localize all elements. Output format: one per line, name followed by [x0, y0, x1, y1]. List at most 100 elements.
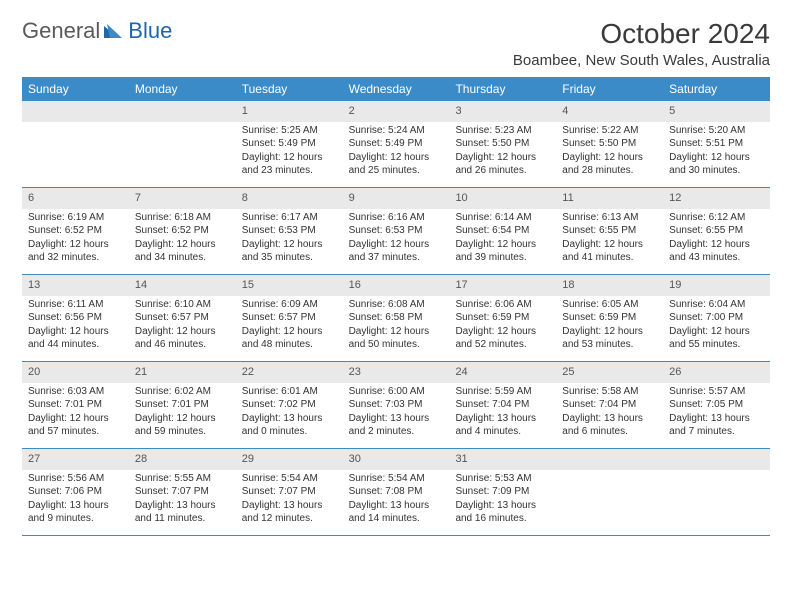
dow-cell: Sunday [22, 77, 129, 101]
day-cell: 5Sunrise: 5:20 AMSunset: 5:51 PMDaylight… [663, 101, 770, 187]
day-body: Sunrise: 6:05 AMSunset: 6:59 PMDaylight:… [556, 296, 663, 358]
sunrise-line: Sunrise: 5:54 AM [242, 472, 337, 486]
day-body: Sunrise: 6:08 AMSunset: 6:58 PMDaylight:… [343, 296, 450, 358]
day-number: 28 [129, 449, 236, 470]
day-number: 14 [129, 275, 236, 296]
daylight-line: Daylight: 12 hours and 39 minutes. [455, 238, 550, 265]
day-number: 12 [663, 188, 770, 209]
day-body: Sunrise: 6:17 AMSunset: 6:53 PMDaylight:… [236, 209, 343, 271]
day-body: Sunrise: 5:20 AMSunset: 5:51 PMDaylight:… [663, 122, 770, 184]
day-cell: 31Sunrise: 5:53 AMSunset: 7:09 PMDayligh… [449, 449, 556, 535]
week-row: 20Sunrise: 6:03 AMSunset: 7:01 PMDayligh… [22, 362, 770, 449]
day-number: 16 [343, 275, 450, 296]
sunrise-line: Sunrise: 5:56 AM [28, 472, 123, 486]
day-number [663, 449, 770, 470]
sunrise-line: Sunrise: 5:20 AM [669, 124, 764, 138]
day-body: Sunrise: 6:00 AMSunset: 7:03 PMDaylight:… [343, 383, 450, 445]
sunset-line: Sunset: 6:55 PM [669, 224, 764, 238]
dow-cell: Friday [556, 77, 663, 101]
day-cell: 22Sunrise: 6:01 AMSunset: 7:02 PMDayligh… [236, 362, 343, 448]
day-cell: 23Sunrise: 6:00 AMSunset: 7:03 PMDayligh… [343, 362, 450, 448]
daylight-line: Daylight: 13 hours and 16 minutes. [455, 499, 550, 526]
day-number: 26 [663, 362, 770, 383]
day-cell: 18Sunrise: 6:05 AMSunset: 6:59 PMDayligh… [556, 275, 663, 361]
daylight-line: Daylight: 13 hours and 7 minutes. [669, 412, 764, 439]
daylight-line: Daylight: 12 hours and 34 minutes. [135, 238, 230, 265]
day-body: Sunrise: 6:03 AMSunset: 7:01 PMDaylight:… [22, 383, 129, 445]
day-number [22, 101, 129, 122]
sunset-line: Sunset: 7:04 PM [455, 398, 550, 412]
sunrise-line: Sunrise: 6:03 AM [28, 385, 123, 399]
sunset-line: Sunset: 6:53 PM [349, 224, 444, 238]
day-body: Sunrise: 6:10 AMSunset: 6:57 PMDaylight:… [129, 296, 236, 358]
sunset-line: Sunset: 6:59 PM [562, 311, 657, 325]
sunset-line: Sunset: 7:06 PM [28, 485, 123, 499]
day-body: Sunrise: 6:09 AMSunset: 6:57 PMDaylight:… [236, 296, 343, 358]
sunset-line: Sunset: 6:56 PM [28, 311, 123, 325]
day-body: Sunrise: 5:23 AMSunset: 5:50 PMDaylight:… [449, 122, 556, 184]
day-number: 13 [22, 275, 129, 296]
day-number: 18 [556, 275, 663, 296]
day-cell: 12 Sunrise: 6:12 AMSunset: 6:55 PMDayligh… [663, 188, 770, 274]
daylight-line: Daylight: 12 hours and 28 minutes. [562, 151, 657, 178]
day-cell: 11Sunrise: 6:13 AMSunset: 6:55 PMDayligh… [556, 188, 663, 274]
sunset-line: Sunset: 6:55 PM [562, 224, 657, 238]
day-cell: 24Sunrise: 5:59 AMSunset: 7:04 PMDayligh… [449, 362, 556, 448]
daylight-line: Daylight: 12 hours and 55 minutes. [669, 325, 764, 352]
day-number: 22 [236, 362, 343, 383]
day-body: Sunrise: 5:54 AMSunset: 7:08 PMDaylight:… [343, 470, 450, 532]
day-cell: 25Sunrise: 5:58 AMSunset: 7:04 PMDayligh… [556, 362, 663, 448]
day-number: 7 [129, 188, 236, 209]
day-cell: 10Sunrise: 6:14 AMSunset: 6:54 PMDayligh… [449, 188, 556, 274]
daylight-line: Daylight: 12 hours and 43 minutes. [669, 238, 764, 265]
sunset-line: Sunset: 6:59 PM [455, 311, 550, 325]
day-number [556, 449, 663, 470]
daylight-line: Daylight: 12 hours and 57 minutes. [28, 412, 123, 439]
sunset-line: Sunset: 6:52 PM [135, 224, 230, 238]
daylight-line: Daylight: 13 hours and 11 minutes. [135, 499, 230, 526]
day-number: 1 [236, 101, 343, 122]
sunset-line: Sunset: 7:01 PM [135, 398, 230, 412]
sunset-line: Sunset: 7:02 PM [242, 398, 337, 412]
sunset-line: Sunset: 7:01 PM [28, 398, 123, 412]
day-number: 4 [556, 101, 663, 122]
day-cell: 19Sunrise: 6:04 AMSunset: 7:00 PMDayligh… [663, 275, 770, 361]
sunset-line: Sunset: 5:50 PM [455, 137, 550, 151]
day-cell: 16Sunrise: 6:08 AMSunset: 6:58 PMDayligh… [343, 275, 450, 361]
day-number: 29 [236, 449, 343, 470]
daylight-line: Daylight: 12 hours and 25 minutes. [349, 151, 444, 178]
sunset-line: Sunset: 7:00 PM [669, 311, 764, 325]
day-cell: 3Sunrise: 5:23 AMSunset: 5:50 PMDaylight… [449, 101, 556, 187]
sunset-line: Sunset: 6:53 PM [242, 224, 337, 238]
daylight-line: Daylight: 12 hours and 35 minutes. [242, 238, 337, 265]
day-number [129, 101, 236, 122]
day-cell [22, 101, 129, 187]
sunset-line: Sunset: 7:05 PM [669, 398, 764, 412]
sunrise-line: Sunrise: 5:22 AM [562, 124, 657, 138]
day-number: 17 [449, 275, 556, 296]
sunset-line: Sunset: 7:09 PM [455, 485, 550, 499]
day-number: 19 [663, 275, 770, 296]
day-cell: 13Sunrise: 6:11 AMSunset: 6:56 PMDayligh… [22, 275, 129, 361]
sunrise-line: Sunrise: 6:11 AM [28, 298, 123, 312]
sunset-line: Sunset: 7:07 PM [242, 485, 337, 499]
day-number: 6 [22, 188, 129, 209]
day-body: Sunrise: 6:19 AMSunset: 6:52 PMDaylight:… [22, 209, 129, 271]
sunrise-line: Sunrise: 6:12 AM [669, 211, 764, 225]
month-title: October 2024 [513, 18, 770, 50]
daylight-line: Daylight: 12 hours and 37 minutes. [349, 238, 444, 265]
sunrise-line: Sunrise: 5:58 AM [562, 385, 657, 399]
day-body: Sunrise: 6:06 AMSunset: 6:59 PMDaylight:… [449, 296, 556, 358]
day-cell [663, 449, 770, 535]
sunrise-line: Sunrise: 6:01 AM [242, 385, 337, 399]
day-number: 25 [556, 362, 663, 383]
day-cell: 20Sunrise: 6:03 AMSunset: 7:01 PMDayligh… [22, 362, 129, 448]
day-body: Sunrise: 6:04 AMSunset: 7:00 PMDaylight:… [663, 296, 770, 358]
day-body: Sunrise: 6:13 AMSunset: 6:55 PMDaylight:… [556, 209, 663, 271]
day-cell: 17Sunrise: 6:06 AMSunset: 6:59 PMDayligh… [449, 275, 556, 361]
day-cell: 7Sunrise: 6:18 AMSunset: 6:52 PMDaylight… [129, 188, 236, 274]
daylight-line: Daylight: 12 hours and 50 minutes. [349, 325, 444, 352]
daylight-line: Daylight: 13 hours and 2 minutes. [349, 412, 444, 439]
sunset-line: Sunset: 5:49 PM [349, 137, 444, 151]
location: Boambee, New South Wales, Australia [513, 52, 770, 69]
